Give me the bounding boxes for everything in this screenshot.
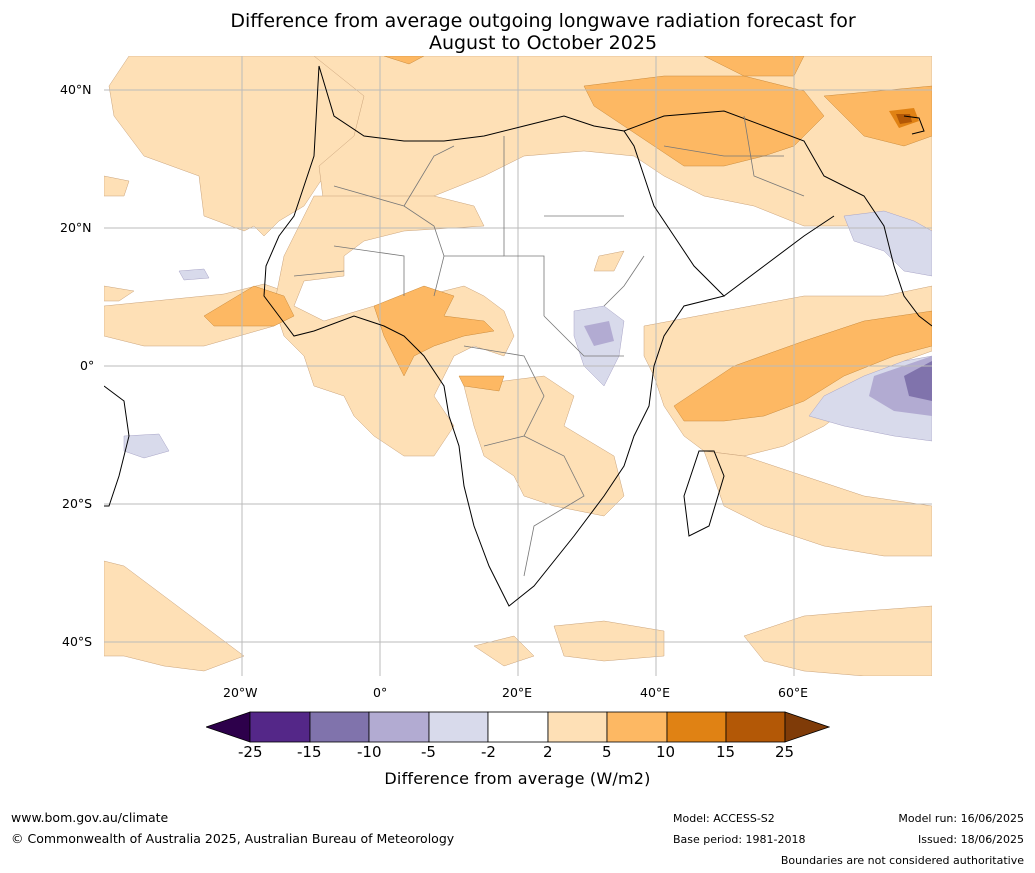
footer-issued: Issued: 18/06/2025 bbox=[917, 833, 1024, 846]
footer-disclaimer: Boundaries are not considered authoritat… bbox=[780, 854, 1024, 867]
colorbar-tick: -10 bbox=[357, 743, 382, 761]
lon-label-60e: 60°E bbox=[778, 685, 809, 700]
map-canvas bbox=[104, 56, 932, 676]
lon-label-20w: 20°W bbox=[223, 685, 258, 700]
lon-label-0: 0° bbox=[373, 685, 388, 700]
colorbar bbox=[206, 711, 830, 743]
colorbar-tick: 25 bbox=[775, 743, 795, 761]
colorbar-label: Difference from average (W/m2) bbox=[384, 769, 651, 788]
colorbar-segment bbox=[606, 711, 668, 743]
footer-model-run: Model run: 16/06/2025 bbox=[898, 812, 1024, 825]
colorbar-extend-low bbox=[206, 711, 251, 743]
colorbar-tick: 2 bbox=[543, 743, 553, 761]
title-line-1: Difference from average outgoing longwav… bbox=[230, 10, 856, 32]
colorbar-tick: -15 bbox=[297, 743, 322, 761]
title-line-2: August to October 2025 bbox=[428, 32, 658, 54]
colorbar-segment bbox=[666, 711, 727, 743]
graticule bbox=[104, 56, 932, 676]
footer-website: www.bom.gov.au/climate bbox=[11, 810, 169, 825]
lat-label-equator: 0° bbox=[80, 358, 95, 373]
country-borders bbox=[293, 115, 805, 577]
footer-base-period: Base period: 1981-2018 bbox=[673, 833, 806, 846]
colorbar-tick: -25 bbox=[238, 743, 263, 761]
colorbar-tick: -2 bbox=[481, 743, 496, 761]
colorbar-segment bbox=[309, 711, 370, 743]
colorbar-tick: -5 bbox=[421, 743, 436, 761]
colorbar-segment bbox=[725, 711, 786, 743]
anomaly-positive-medium bbox=[203, 56, 932, 422]
colorbar-segment bbox=[487, 711, 549, 743]
lat-label-40s: 40°S bbox=[62, 634, 93, 649]
anomaly-negative-strong bbox=[904, 361, 932, 401]
colorbar-extend-high bbox=[784, 711, 830, 743]
colorbar-segment bbox=[547, 711, 608, 743]
colorbar-tick: 5 bbox=[602, 743, 612, 761]
colorbar-segment bbox=[428, 711, 489, 743]
lon-label-40e: 40°E bbox=[640, 685, 671, 700]
forecast-map bbox=[104, 56, 932, 676]
lat-label-40n: 40°N bbox=[60, 82, 92, 97]
colorbar-tick: 15 bbox=[716, 743, 736, 761]
colorbar-segment bbox=[249, 711, 311, 743]
colorbar-tick: 10 bbox=[656, 743, 676, 761]
chart-title: Difference from average outgoing longwav… bbox=[0, 10, 1035, 54]
footer-copyright: © Commonwealth of Australia 2025, Austra… bbox=[11, 831, 455, 846]
lat-label-20s: 20°S bbox=[62, 496, 93, 511]
coastlines bbox=[104, 65, 932, 607]
colorbar-segment bbox=[368, 711, 430, 743]
lon-label-20e: 20°E bbox=[502, 685, 533, 700]
lat-label-20n: 20°N bbox=[60, 220, 92, 235]
footer-model: Model: ACCESS-S2 bbox=[673, 812, 775, 825]
